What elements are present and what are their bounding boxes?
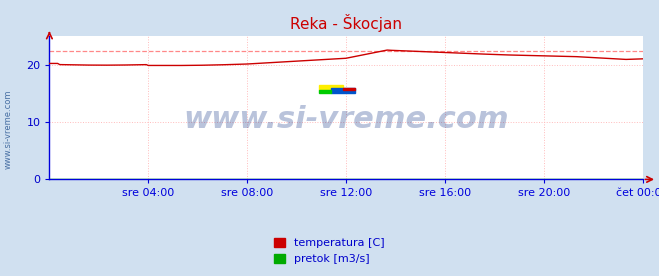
Title: Reka - Škocjan: Reka - Škocjan xyxy=(290,14,402,32)
Text: www.si-vreme.com: www.si-vreme.com xyxy=(4,90,13,169)
Bar xyxy=(320,91,331,93)
Legend: temperatura [C], pretok [m3/s]: temperatura [C], pretok [m3/s] xyxy=(271,235,388,268)
Bar xyxy=(320,85,343,91)
Text: www.si-vreme.com: www.si-vreme.com xyxy=(183,105,509,134)
Bar xyxy=(343,87,355,91)
Bar xyxy=(331,87,355,93)
